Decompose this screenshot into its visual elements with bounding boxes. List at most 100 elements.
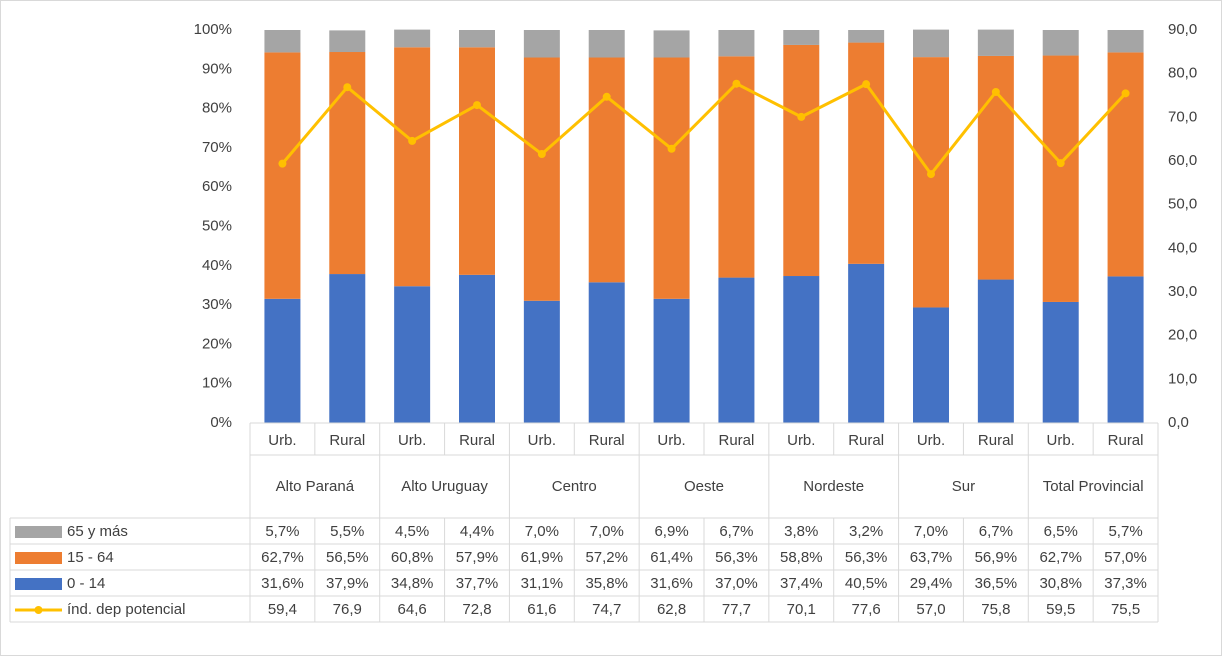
x-tick-label: Rural <box>1108 432 1144 449</box>
y-tick-label: 60% <box>202 178 232 195</box>
table-cell: 37,7% <box>456 575 499 592</box>
legend-key <box>15 552 62 564</box>
x-tick-label: Urb. <box>268 432 296 449</box>
bar-segment <box>913 29 949 58</box>
y-tick-label: 50% <box>202 217 232 234</box>
x-tick-label: Urb. <box>398 432 426 449</box>
y2-tick-label: 40,0 <box>1168 239 1197 256</box>
table-cell: 56,5% <box>326 549 369 566</box>
bar-segment <box>1107 30 1144 53</box>
table-cell: 6,7% <box>719 523 753 540</box>
table-cell: 57,0% <box>1104 549 1147 566</box>
table-cell: 77,7 <box>722 601 751 618</box>
table-cell: 5,7% <box>1108 523 1142 540</box>
bar-segment <box>848 263 885 423</box>
x-tick-label: Rural <box>848 432 884 449</box>
bar-segment <box>1042 55 1079 302</box>
bar-segment <box>588 30 625 58</box>
table-cell: 5,7% <box>265 523 299 540</box>
table-cell: 35,8% <box>585 575 628 592</box>
x-tick-label: Urb. <box>528 432 556 449</box>
y-tick-label: 70% <box>202 139 232 156</box>
bar-segment <box>848 30 885 43</box>
table-cell: 6,9% <box>654 523 688 540</box>
table-cell: 31,1% <box>521 575 564 592</box>
group-label-box: Centro <box>552 478 597 495</box>
table-cell: 4,5% <box>395 523 429 540</box>
group-label: Oeste <box>683 478 724 495</box>
line-marker <box>991 88 1000 97</box>
table-cell: 64,6 <box>398 601 427 618</box>
table-cell: 31,6% <box>650 575 693 592</box>
bar-segment <box>1042 30 1079 56</box>
bar-segment <box>329 30 366 53</box>
table-cell: 57,9% <box>456 549 499 566</box>
legend-key <box>15 526 62 538</box>
table-cell: 7,0% <box>914 523 948 540</box>
y-tick-label: 0% <box>210 414 232 431</box>
table-cell: 29,4% <box>910 575 953 592</box>
bar-segment <box>1107 52 1144 277</box>
group-label: Nordeste <box>803 478 865 495</box>
x-tick-label: Rural <box>589 432 625 449</box>
bar-segment <box>913 307 949 423</box>
table-cell: 61,6 <box>527 601 556 618</box>
bar-segment <box>523 30 560 58</box>
line-marker <box>1121 89 1130 98</box>
group-label-box: Sur <box>952 478 975 495</box>
x-tick-label: Urb. <box>787 432 815 449</box>
y-tick-label: 10% <box>202 375 232 392</box>
table-cell: 3,2% <box>849 523 883 540</box>
line-marker <box>862 80 871 89</box>
line-marker <box>278 159 287 168</box>
line-marker <box>343 83 352 92</box>
bar-segment <box>718 56 755 278</box>
group-label-box: Nordeste <box>803 478 865 495</box>
table-cell: 6,7% <box>979 523 1013 540</box>
table-cell: 56,3% <box>715 549 758 566</box>
table-cell: 75,8 <box>981 601 1010 618</box>
legend-label: 0 - 14 <box>67 575 105 592</box>
bar-segment <box>1107 276 1144 423</box>
y2-tick-label: 10,0 <box>1168 370 1197 387</box>
bar-segment <box>653 298 690 423</box>
bar-segment <box>913 57 949 308</box>
table-cell: 72,8 <box>462 601 491 618</box>
table-cell: 58,8% <box>780 549 823 566</box>
legend-label: 15 - 64 <box>67 549 114 566</box>
bar-segment <box>718 30 755 57</box>
group-label: Alto Paraná <box>275 478 355 495</box>
line-marker <box>927 170 935 179</box>
y2-tick-label: 80,0 <box>1168 65 1197 82</box>
y2-tick-label: 20,0 <box>1168 327 1197 344</box>
table-cell: 62,7% <box>261 549 304 566</box>
table-cell: 34,8% <box>391 575 434 592</box>
group-label-box: Alto Paraná <box>275 478 355 495</box>
table-cell: 40,5% <box>845 575 888 592</box>
table-cell: 70,1 <box>787 601 816 618</box>
group-label-box: Total Provincial <box>1042 478 1144 495</box>
table-cell: 7,0% <box>525 523 559 540</box>
line-marker <box>797 112 806 121</box>
table-cell: 56,9% <box>975 549 1018 566</box>
table-cell: 31,6% <box>261 575 304 592</box>
table-cell: 4,4% <box>460 523 494 540</box>
table-cell: 76,9 <box>333 601 362 618</box>
table-cell: 77,6 <box>852 601 881 618</box>
bar-segment <box>264 298 301 423</box>
line-marker <box>537 150 546 159</box>
y2-tick-label: 30,0 <box>1168 283 1197 300</box>
table-cell: 57,0 <box>916 601 945 618</box>
bar-segment <box>653 57 690 299</box>
bar-segment <box>459 30 495 48</box>
bar-segment <box>588 282 625 423</box>
bar-segment <box>394 286 431 423</box>
table-cell: 37,0% <box>715 575 758 592</box>
y2-tick-label: 90,0 <box>1168 21 1197 38</box>
bar-segment <box>848 42 885 264</box>
line-marker <box>667 144 676 153</box>
table-cell: 62,7% <box>1039 549 1082 566</box>
group-label: Total Provincial <box>1042 478 1144 495</box>
y2-tick-label: 70,0 <box>1168 108 1197 125</box>
